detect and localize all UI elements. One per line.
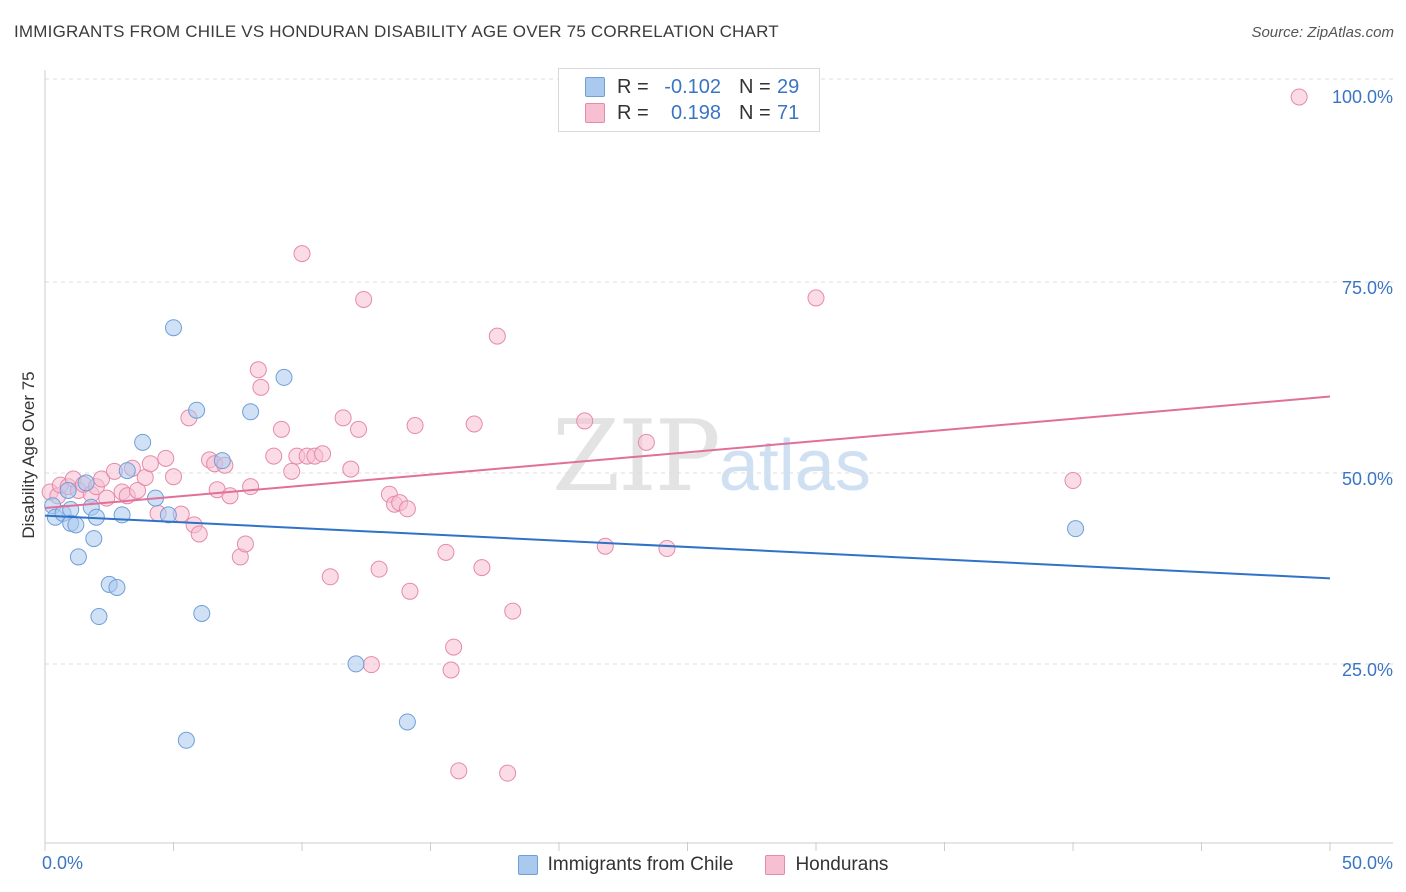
series-label-chile: Immigrants from Chile <box>547 854 734 875</box>
series-legend-hondurans[interactable]: Hondurans <box>765 854 888 876</box>
legend-r-value: 0.198 <box>670 101 721 124</box>
hondurans-point <box>334 409 352 427</box>
chile-point <box>67 516 85 534</box>
hondurans-point <box>401 582 419 600</box>
chile-point <box>59 481 77 499</box>
hondurans-point <box>293 245 311 263</box>
chile-point <box>134 433 152 451</box>
hondurans-point <box>398 500 416 518</box>
chile-point <box>398 713 416 731</box>
y-tick-label: 100.0% <box>1332 87 1393 107</box>
hondurans-point <box>637 433 655 451</box>
legend-row-hondurans: R = 0.198 N = 71 <box>585 101 817 125</box>
legend-r-value: -0.102 <box>664 75 721 98</box>
hondurans-point <box>576 412 594 430</box>
chile-point <box>275 368 293 386</box>
hondurans-point <box>488 327 506 345</box>
chile-point <box>108 578 126 596</box>
hondurans-point <box>157 449 175 467</box>
chile-point <box>85 530 103 548</box>
legend-swatch-chile <box>585 77 605 97</box>
chile-point <box>213 452 231 470</box>
chile-point <box>347 655 365 673</box>
hondurans-point <box>437 543 455 561</box>
legend-r-label: R = <box>617 75 649 98</box>
hondurans-point <box>465 415 483 433</box>
hondurans-point <box>370 560 388 578</box>
chile-point <box>90 608 108 626</box>
legend-n-label: N = <box>739 101 771 124</box>
hondurans-point <box>658 540 676 558</box>
hondurans-point <box>242 478 260 496</box>
legend-row-chile: R = -0.102 N = 29 <box>585 75 817 99</box>
series-legend: Immigrants from Chile Hondurans <box>0 852 1406 878</box>
y-tick-label: 75.0% <box>1342 278 1393 298</box>
axes <box>44 70 1393 851</box>
hondurans-point <box>499 764 517 782</box>
hondurans-point <box>283 462 301 480</box>
hondurans-point <box>1290 88 1308 106</box>
legend-n-value: 71 <box>777 101 800 124</box>
y-axis-label: Disability Age Over 75 <box>19 371 38 538</box>
legend-swatch-hondurans <box>585 103 605 123</box>
chile-point <box>165 319 182 337</box>
series-legend-chile[interactable]: Immigrants from Chile <box>517 854 734 876</box>
hondurans-point <box>272 420 290 438</box>
hondurans-point <box>249 361 267 379</box>
hondurans-point <box>450 762 468 780</box>
hondurans-point <box>129 481 147 499</box>
legend-n-value: 29 <box>777 75 800 98</box>
series-label-hondurans: Hondurans <box>795 854 889 875</box>
source-credit: Source: ZipAtlas.com <box>1251 24 1394 41</box>
trend-lines <box>44 395 1331 580</box>
hondurans-point <box>190 525 208 543</box>
hondurans-point <box>236 535 254 553</box>
gridlines <box>45 78 1393 665</box>
hondurans-point <box>252 378 270 396</box>
chile-point <box>1067 520 1085 538</box>
correlation-legend: R = -0.102 N = 29 R = 0.198 N = 71 <box>558 68 820 132</box>
y-tick-label: 25.0% <box>1342 660 1393 680</box>
scatter-points <box>41 88 1308 782</box>
hondurans-point <box>165 468 182 486</box>
chart-title: IMMIGRANTS FROM CHILE VS HONDURAN DISABI… <box>14 22 779 41</box>
chile-point <box>188 401 206 419</box>
hondurans-point <box>504 602 522 620</box>
chile-point <box>177 731 195 749</box>
legend-r-label: R = <box>617 101 649 124</box>
hondurans-point <box>442 661 460 679</box>
chile-point <box>242 403 260 421</box>
hondurans-point <box>141 455 159 473</box>
legend-n-label: N = <box>739 75 771 98</box>
hondurans-point <box>596 537 614 555</box>
chile-point <box>193 604 211 622</box>
hondurans-point <box>473 559 491 577</box>
chile-point <box>69 548 87 566</box>
chile-trend-line <box>44 514 1331 580</box>
hondurans-trend-line <box>44 395 1331 510</box>
hondurans-point <box>1064 472 1082 490</box>
y-tick-label: 50.0% <box>1342 469 1393 489</box>
x-tick-label: 0.0% <box>42 853 83 873</box>
hondurans-point <box>807 289 825 307</box>
hondurans-point <box>362 656 380 674</box>
hondurans-point <box>355 290 373 308</box>
hondurans-point <box>321 568 339 586</box>
chile-point <box>118 462 136 480</box>
hondurans-point <box>445 638 463 656</box>
x-tick-label: 50.0% <box>1342 853 1393 873</box>
hondurans-point <box>406 417 424 435</box>
hondurans-point <box>350 420 368 438</box>
chile-point <box>77 474 95 492</box>
hondurans-point <box>221 487 239 505</box>
hondurans-point <box>265 447 283 465</box>
chile-point <box>159 506 177 524</box>
hondurans-point <box>342 460 360 478</box>
hondurans-point <box>314 445 332 463</box>
tick-labels: 25.0% 50.0% 75.0% 100.0% 0.0% 50.0% <box>42 87 1393 873</box>
series-swatch-hondurans <box>765 855 786 875</box>
series-swatch-chile <box>517 855 538 875</box>
